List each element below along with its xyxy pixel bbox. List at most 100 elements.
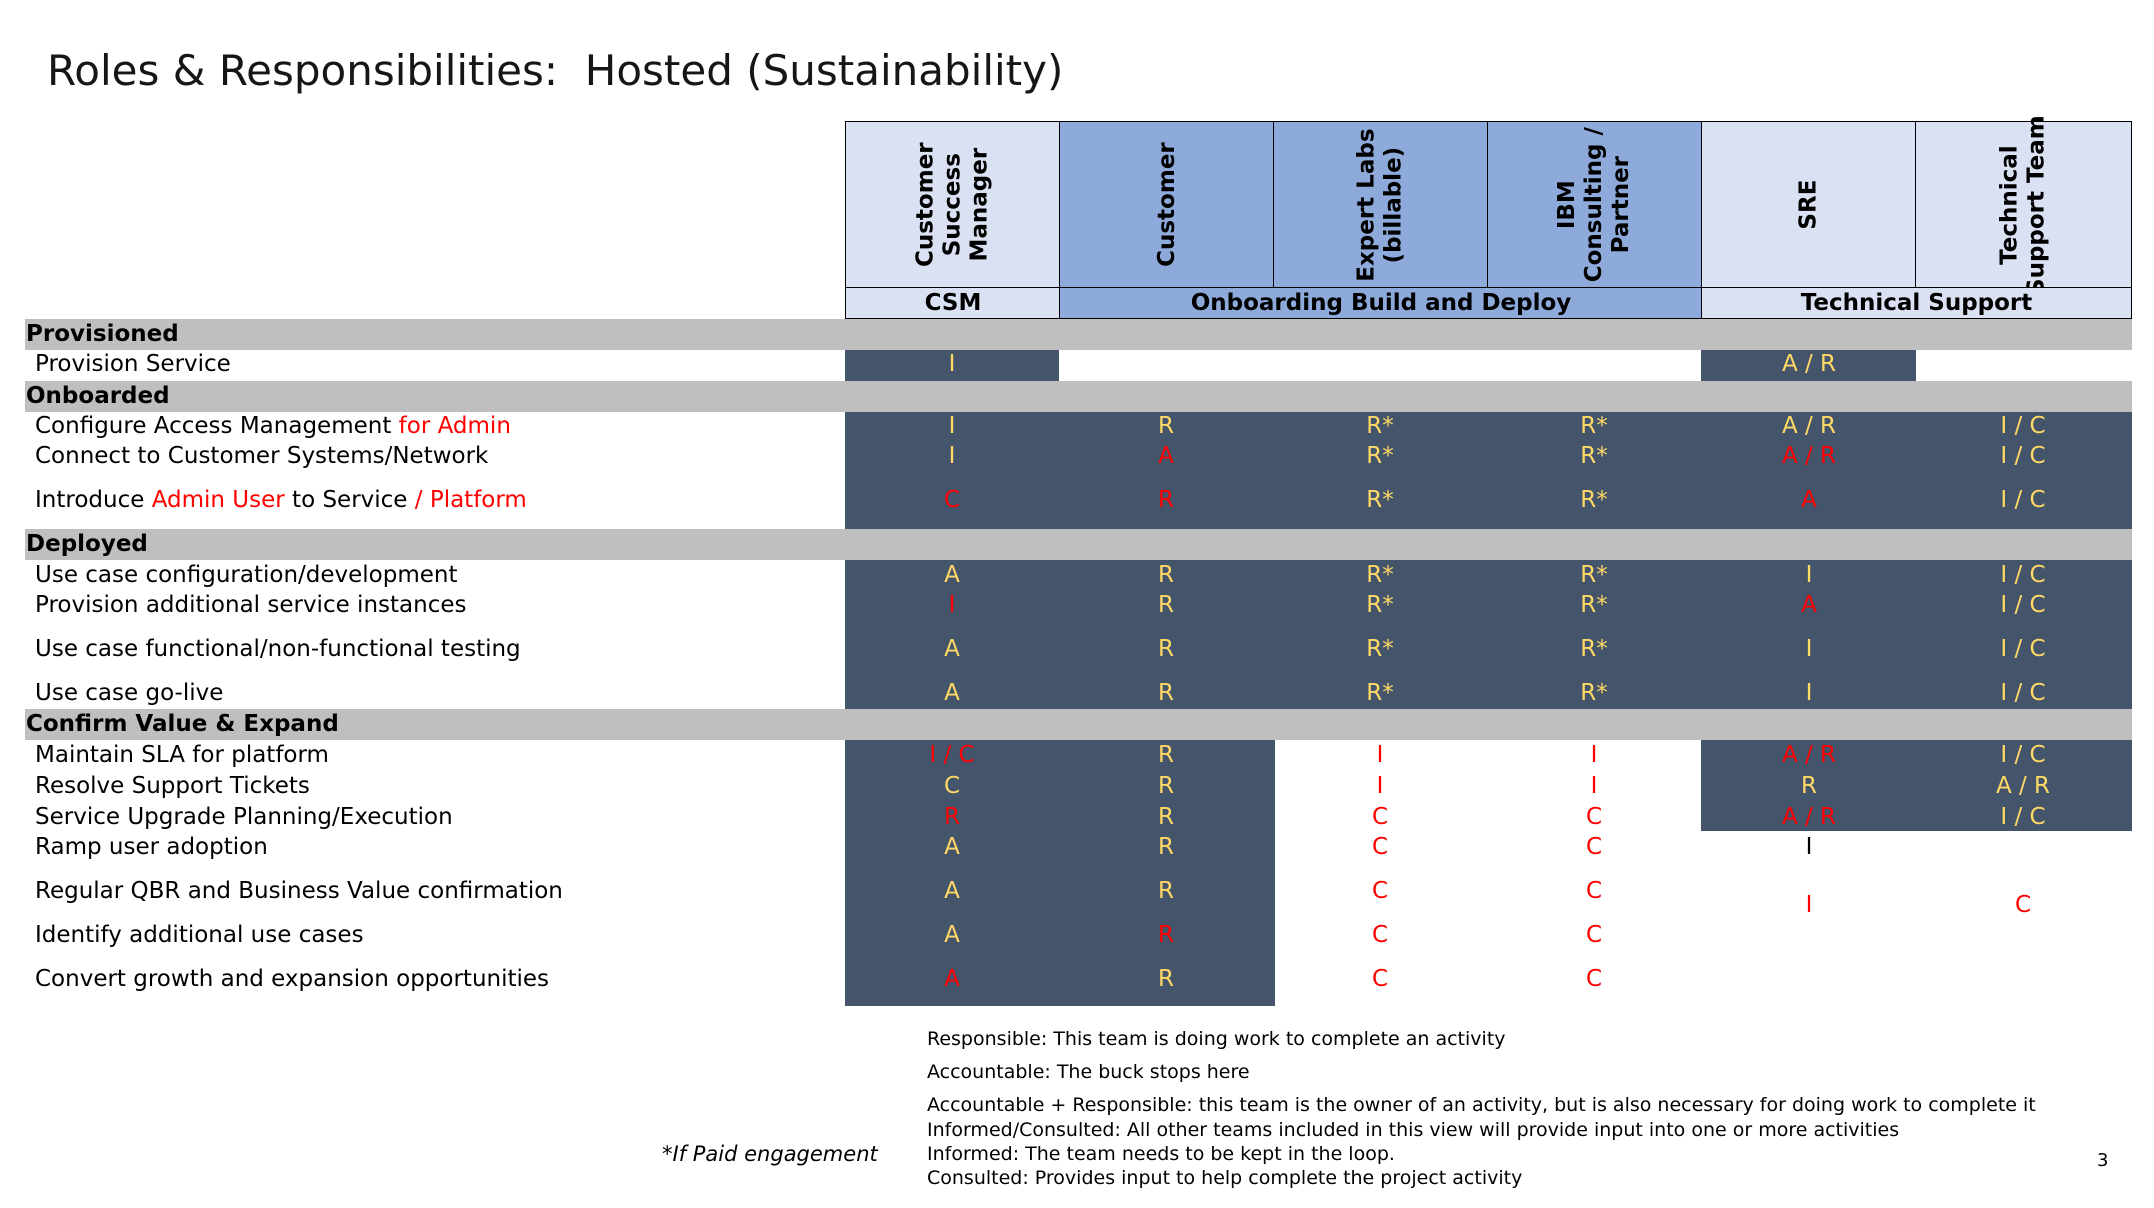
cell-configure-access-technical-support: I / C bbox=[2000, 413, 2046, 439]
cell-configure-access-ibm-consulting: R* bbox=[1580, 413, 1608, 439]
cell-service-upgrade-ibm-consulting: C bbox=[1585, 804, 1603, 830]
role-header-technical-support: Technical Support Team bbox=[1915, 115, 2132, 295]
cell-convert-growth-customer: R bbox=[1158, 966, 1174, 992]
row-label-connect-systems: Connect to Customer Systems/Network bbox=[35, 443, 489, 469]
cell-identify-use-cases-expert-labs: C bbox=[1371, 922, 1389, 948]
cell-introduce-admin-expert-labs: R* bbox=[1366, 487, 1394, 513]
cell-connect-systems-sre: A / R bbox=[1781, 443, 1837, 469]
cell-service-upgrade-customer: R bbox=[1158, 804, 1174, 830]
section-label-deployed: Deployed bbox=[26, 531, 148, 557]
cell-maintain-sla-expert-labs: I bbox=[1376, 742, 1384, 768]
dark-block-onboarded bbox=[845, 412, 2132, 529]
merged-cell-sre: I bbox=[1805, 892, 1813, 918]
phase-onboarding: Onboarding Build and Deploy bbox=[1059, 287, 1703, 319]
row-label-identify-use-cases: Identify additional use cases bbox=[35, 922, 364, 948]
cell-use-case-config-ibm-consulting: R* bbox=[1580, 562, 1608, 588]
row-label-convert-growth: Convert growth and expansion opportuniti… bbox=[35, 966, 550, 992]
row-label-maintain-sla: Maintain SLA for platform bbox=[35, 742, 329, 768]
row-label-regular-qbr: Regular QBR and Business Value confirmat… bbox=[35, 878, 563, 904]
row-label-use-case-golive: Use case go-live bbox=[35, 680, 224, 706]
row-label-use-case-testing: Use case functional/non-functional testi… bbox=[35, 636, 521, 662]
cell-identify-use-cases-customer: R bbox=[1158, 922, 1174, 948]
row-label-ramp-adoption: Ramp user adoption bbox=[35, 834, 268, 860]
cell-provision-additional-ibm-consulting: R* bbox=[1580, 592, 1608, 618]
cell-service-upgrade-csm: R bbox=[944, 804, 960, 830]
row-label-use-case-config: Use case configuration/development bbox=[35, 562, 458, 588]
cell-maintain-sla-ibm-consulting: I bbox=[1590, 742, 1598, 768]
cell-maintain-sla-technical-support: I / C bbox=[2000, 742, 2046, 768]
role-label-sre: SRE bbox=[1795, 180, 1822, 230]
role-header-customer: Customer bbox=[1059, 121, 1275, 289]
cell-ramp-adoption-expert-labs: C bbox=[1371, 834, 1389, 860]
cell-ramp-adoption-sre: I bbox=[1805, 834, 1813, 860]
cell-provision-additional-technical-support: I / C bbox=[2000, 592, 2046, 618]
cell-use-case-golive-customer: R bbox=[1158, 680, 1174, 706]
legend-informed: Informed: The team needs to be kept in t… bbox=[927, 1143, 1395, 1165]
cell-connect-systems-ibm-consulting: R* bbox=[1580, 443, 1608, 469]
role-label-technical-support: Technical Support Team bbox=[1996, 115, 2050, 295]
phase-csm: CSM bbox=[845, 287, 1061, 319]
row-label-provision-service: Provision Service bbox=[35, 351, 231, 377]
role-label-expert-labs: Expert Labs (billable) bbox=[1353, 128, 1407, 282]
role-label-csm: Customer Success Manager bbox=[912, 142, 993, 268]
role-header-sre: SRE bbox=[1701, 121, 1917, 289]
dark-block-provision-csm bbox=[845, 350, 1059, 381]
role-label-customer: Customer bbox=[1153, 142, 1180, 268]
row-label-introduce-admin: Introduce Admin User to Service / Platfo… bbox=[35, 487, 527, 513]
cell-resolve-tickets-sre: R bbox=[1801, 773, 1817, 799]
cell-use-case-testing-csm: A bbox=[944, 636, 960, 662]
cell-use-case-config-expert-labs: R* bbox=[1366, 562, 1394, 588]
cell-introduce-admin-technical-support: I / C bbox=[2000, 487, 2046, 513]
cell-use-case-config-technical-support: I / C bbox=[2000, 562, 2046, 588]
cell-provision-additional-customer: R bbox=[1158, 592, 1174, 618]
cell-convert-growth-expert-labs: C bbox=[1371, 966, 1389, 992]
cell-service-upgrade-expert-labs: C bbox=[1371, 804, 1389, 830]
cell-connect-systems-expert-labs: R* bbox=[1366, 443, 1394, 469]
cell-use-case-golive-ibm-consulting: R* bbox=[1580, 680, 1608, 706]
merged-cell-technical-support: C bbox=[2014, 892, 2032, 918]
cell-use-case-golive-sre: I bbox=[1805, 680, 1813, 706]
section-label-confirm-value: Confirm Value & Expand bbox=[26, 711, 339, 737]
cell-use-case-config-csm: A bbox=[944, 562, 960, 588]
legend-accountable-responsible: Accountable + Responsible: this team is … bbox=[927, 1094, 2036, 1116]
cell-regular-qbr-csm: A bbox=[944, 878, 960, 904]
section-band-deployed bbox=[25, 529, 2132, 560]
dark-block-provision-sre bbox=[1701, 350, 1916, 381]
cell-introduce-admin-csm: C bbox=[943, 487, 961, 513]
cell-use-case-golive-csm: A bbox=[944, 680, 960, 706]
cell-maintain-sla-csm: I / C bbox=[929, 742, 975, 768]
cell-connect-systems-customer: A bbox=[1158, 443, 1174, 469]
role-header-csm: Customer Success Manager bbox=[845, 121, 1061, 289]
cell-connect-systems-technical-support: I / C bbox=[2000, 443, 2046, 469]
cell-resolve-tickets-customer: R bbox=[1158, 773, 1174, 799]
cell-introduce-admin-ibm-consulting: R* bbox=[1580, 487, 1608, 513]
cell-convert-growth-ibm-consulting: C bbox=[1585, 966, 1603, 992]
row-label-provision-additional: Provision additional service instances bbox=[35, 592, 467, 618]
cell-maintain-sla-customer: R bbox=[1158, 742, 1174, 768]
section-label-provisioned: Provisioned bbox=[26, 321, 179, 347]
cell-provision-additional-sre: A bbox=[1801, 592, 1817, 618]
cell-configure-access-csm: I bbox=[948, 413, 956, 439]
footnote-paid-engagement: *If Paid engagement bbox=[662, 1142, 878, 1166]
cell-resolve-tickets-csm: C bbox=[943, 773, 961, 799]
cell-resolve-tickets-technical-support: A / R bbox=[1995, 773, 2051, 799]
cell-identify-use-cases-csm: A bbox=[944, 922, 960, 948]
cell-configure-access-expert-labs: R* bbox=[1366, 413, 1394, 439]
cell-introduce-admin-customer: R bbox=[1158, 487, 1174, 513]
row-label-configure-access: Configure Access Management for Admin bbox=[35, 413, 511, 439]
row-label-service-upgrade: Service Upgrade Planning/Execution bbox=[35, 804, 453, 830]
cell-use-case-golive-technical-support: I / C bbox=[2000, 680, 2046, 706]
section-band-onboarded bbox=[25, 381, 2132, 412]
cell-use-case-golive-expert-labs: R* bbox=[1366, 680, 1394, 706]
cell-configure-access-customer: R bbox=[1158, 413, 1174, 439]
cell-regular-qbr-expert-labs: C bbox=[1371, 878, 1389, 904]
page-title: Roles & Responsibilities: Hosted (Sustai… bbox=[47, 46, 1064, 95]
cell-introduce-admin-sre: A bbox=[1801, 487, 1817, 513]
cell-provision-additional-csm: I bbox=[948, 592, 956, 618]
section-band-provisioned bbox=[25, 319, 2132, 350]
cell-convert-growth-csm: A bbox=[944, 966, 960, 992]
cell-service-upgrade-technical-support: I / C bbox=[2000, 804, 2046, 830]
cell-ramp-adoption-csm: A bbox=[944, 834, 960, 860]
cell-use-case-config-sre: I bbox=[1805, 562, 1813, 588]
dark-block-deployed bbox=[845, 560, 2132, 709]
